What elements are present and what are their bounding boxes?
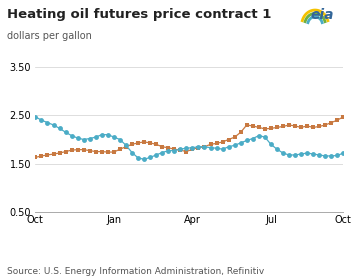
Text: dollars per gallon: dollars per gallon — [7, 31, 92, 41]
2017-18 — [33, 156, 38, 159]
Line: 2018-19: 2018-19 — [33, 114, 346, 162]
Text: Heating oil futures price contract 1: Heating oil futures price contract 1 — [7, 8, 272, 21]
2017-18 — [142, 140, 146, 144]
Text: Source: U.S. Energy Information Administration, Refinitiv: Source: U.S. Energy Information Administ… — [7, 267, 264, 276]
Legend: 2017-18, 2018-19: 2017-18, 2018-19 — [112, 276, 267, 279]
2018-19 — [33, 115, 38, 119]
2018-19 — [239, 141, 243, 145]
2017-18 — [317, 125, 321, 128]
2018-19 — [323, 154, 327, 158]
2018-19 — [148, 156, 152, 159]
2017-18 — [233, 135, 237, 139]
2018-19 — [184, 146, 188, 150]
2017-18 — [57, 151, 62, 155]
2017-18 — [341, 115, 346, 119]
2018-19 — [341, 151, 346, 155]
2018-19 — [227, 145, 231, 148]
Text: eia: eia — [310, 8, 334, 22]
2018-19 — [57, 127, 62, 130]
2017-18 — [221, 140, 225, 144]
2017-18 — [178, 148, 182, 152]
Line: 2017-18: 2017-18 — [33, 115, 346, 160]
2018-19 — [142, 158, 146, 161]
